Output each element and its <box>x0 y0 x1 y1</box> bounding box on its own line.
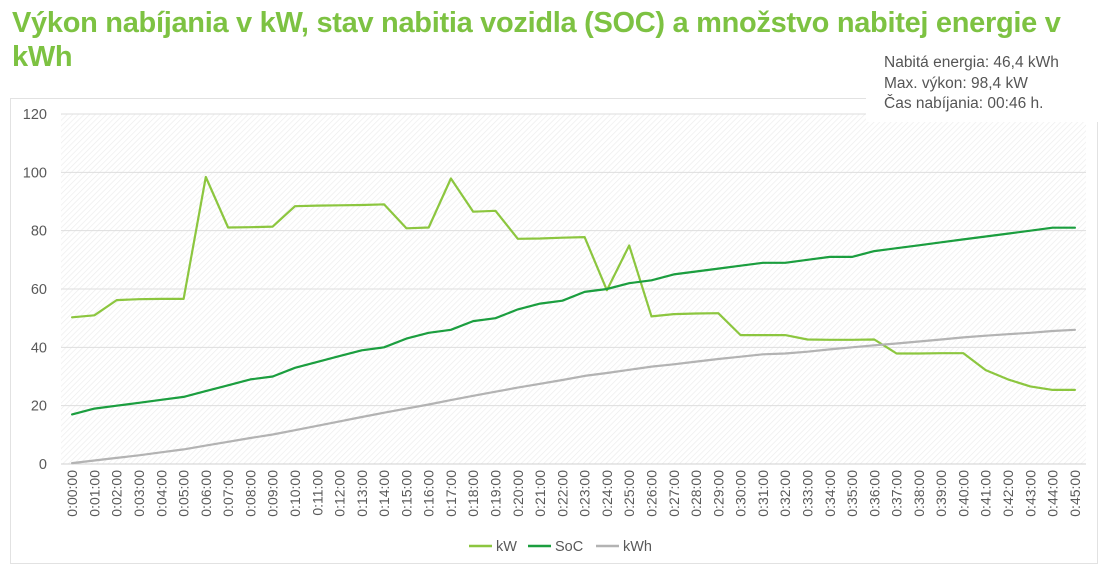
x-tick-label: 0:17:00 <box>443 470 459 517</box>
x-tick-label: 0:14:00 <box>376 470 392 517</box>
x-tick-label: 0:16:00 <box>421 470 437 517</box>
x-tick-label: 0:30:00 <box>733 470 749 517</box>
x-tick-label: 0:10:00 <box>287 470 303 517</box>
x-tick-label: 0:29:00 <box>710 470 726 517</box>
x-tick-label: 0:28:00 <box>688 470 704 517</box>
x-tick-label: 0:33:00 <box>799 470 815 517</box>
charging-summary-box: Nabitá energia: 46,4 kWh Max. výkon: 98,… <box>866 50 1102 122</box>
x-tick-label: 0:25:00 <box>621 470 637 517</box>
charged-energy-text: Nabitá energia: 46,4 kWh <box>884 54 1059 71</box>
x-tick-label: 0:00:00 <box>64 470 80 517</box>
x-tick-label: 0:45:00 <box>1067 470 1083 517</box>
x-tick-label: 0:07:00 <box>220 470 236 517</box>
x-tick-label: 0:27:00 <box>666 470 682 517</box>
x-tick-label: 0:01:00 <box>86 470 102 517</box>
x-tick-label: 0:23:00 <box>577 470 593 517</box>
chart-title: Výkon nabíjania v kW, stav nabitia vozid… <box>12 7 1061 73</box>
x-tick-label: 0:26:00 <box>643 470 659 517</box>
y-tick-label: 40 <box>31 340 47 356</box>
y-tick-label: 0 <box>39 457 47 473</box>
x-tick-label: 0:08:00 <box>242 470 258 517</box>
x-tick-label: 0:24:00 <box>599 470 615 517</box>
x-tick-label: 0:09:00 <box>265 470 281 517</box>
max-power-text: Max. výkon: 98,4 kW <box>884 74 1028 92</box>
y-tick-label: 100 <box>23 165 47 181</box>
x-tick-label: 0:03:00 <box>131 470 147 517</box>
x-tick-label: 0:34:00 <box>822 470 838 517</box>
x-tick-label: 0:41:00 <box>978 470 994 517</box>
x-tick-label: 0:36:00 <box>866 470 882 517</box>
x-tick-label: 0:32:00 <box>777 470 793 517</box>
x-tick-label: 0:15:00 <box>398 470 414 517</box>
legend-label-kwh: kWh <box>623 539 652 555</box>
legend-label-kw: kW <box>496 539 517 555</box>
x-tick-label: 0:02:00 <box>109 470 125 517</box>
x-tick-label: 0:35:00 <box>844 470 860 517</box>
charging-time-text: Čas nabíjania: 00:46 h. <box>884 95 1044 112</box>
y-tick-label: 80 <box>31 224 47 240</box>
series-line-kw <box>70 175 1077 391</box>
x-tick-label: 0:38:00 <box>911 470 927 517</box>
x-tick-label: 0:21:00 <box>532 470 548 517</box>
x-tick-label: 0:22:00 <box>554 470 570 517</box>
y-tick-label: 120 <box>23 107 47 123</box>
x-tick-label: 0:31:00 <box>755 470 771 517</box>
series-line-kwh <box>70 328 1077 465</box>
series-line-soc <box>70 226 1077 416</box>
x-tick-label: 0:20:00 <box>510 470 526 517</box>
x-tick-label: 0:12:00 <box>332 470 348 517</box>
x-tick-label: 0:40:00 <box>955 470 971 517</box>
y-tick-label: 20 <box>31 399 47 415</box>
x-tick-label: 0:44:00 <box>1045 470 1061 517</box>
x-tick-label: 0:42:00 <box>1000 470 1016 517</box>
x-tick-label: 0:39:00 <box>933 470 949 517</box>
x-tick-label: 0:37:00 <box>889 470 905 517</box>
x-tick-label: 0:19:00 <box>488 470 504 517</box>
x-tick-label: 0:04:00 <box>153 470 169 517</box>
x-tick-label: 0:06:00 <box>198 470 214 517</box>
x-tick-label: 0:11:00 <box>309 470 325 516</box>
x-tick-label: 0:18:00 <box>465 470 481 517</box>
legend-label-soc: SoC <box>555 539 583 555</box>
x-tick-label: 0:43:00 <box>1022 470 1038 517</box>
x-tick-label: 0:05:00 <box>176 470 192 517</box>
y-tick-label: 60 <box>31 282 47 298</box>
x-tick-label: 0:13:00 <box>354 470 370 517</box>
